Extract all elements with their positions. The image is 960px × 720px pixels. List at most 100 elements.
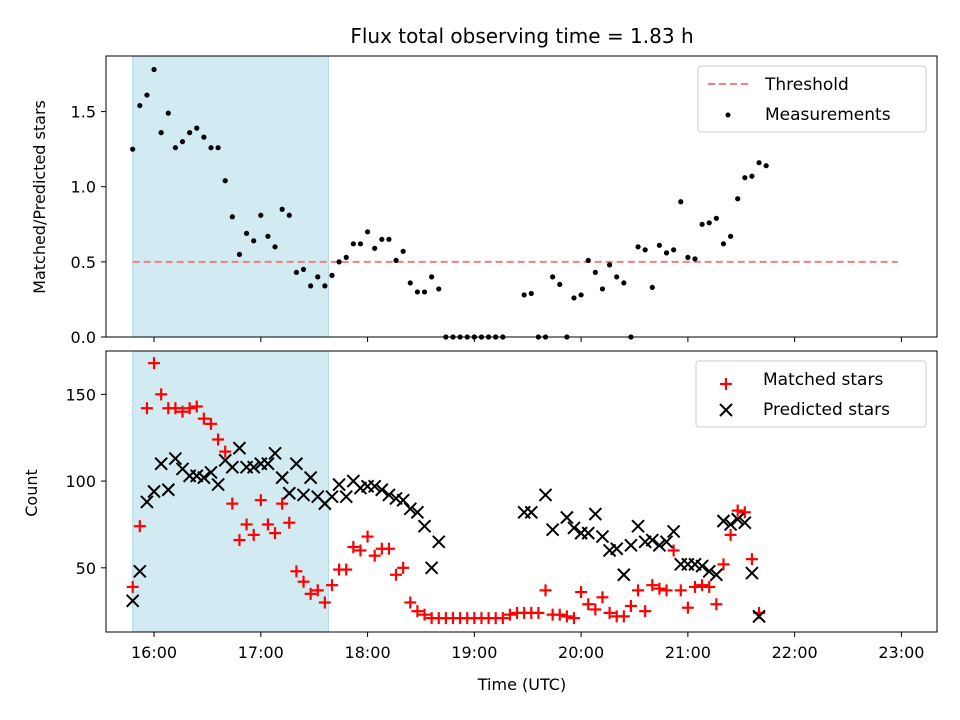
measurement-point (165, 110, 171, 116)
measurement-point (236, 251, 243, 257)
matched-star-point (247, 528, 260, 541)
matched-star-point (667, 544, 680, 557)
measurement-points (130, 66, 769, 340)
measurement-point (322, 283, 328, 289)
matched-star-point (703, 580, 716, 593)
predicted-star-point (261, 457, 275, 471)
matched-star-point (624, 599, 637, 612)
matched-star-point (596, 591, 609, 604)
measurement-point (400, 248, 406, 254)
legend-predicted-label: Predicted stars (763, 400, 890, 420)
matched-star-point (411, 605, 424, 618)
measurement-point (706, 220, 712, 226)
measurement-point (699, 221, 705, 227)
measurement-point (393, 257, 399, 263)
matched-star-point (582, 598, 595, 611)
top-legend: Threshold Measurements (697, 65, 927, 133)
matched-star-point (212, 433, 225, 446)
x-tick-label: 17:00 (238, 643, 284, 662)
predicted-star-point (339, 489, 353, 504)
measurement-point (357, 241, 364, 247)
matched-star-point (290, 565, 303, 578)
predicted-star-point (325, 489, 339, 504)
matched-star-point (710, 598, 723, 611)
measurement-point (194, 125, 200, 131)
measurement-point (386, 236, 392, 242)
predicted-star-point (268, 446, 282, 461)
matched-star-point (276, 497, 289, 510)
predicted-star-point (617, 568, 631, 582)
predicted-star-point (332, 477, 346, 492)
measurement-point (172, 145, 178, 151)
matched-star-point (133, 520, 146, 533)
legend-threshold-label: Threshold (764, 75, 849, 95)
measurement-point (151, 66, 157, 73)
bottom-y-tick-label: 150 (65, 385, 96, 404)
measurement-point (137, 102, 143, 109)
matched-star-point (681, 601, 694, 614)
measurement-point (414, 289, 421, 295)
matched-star-point (325, 579, 338, 592)
predicted-star-point (631, 519, 645, 533)
measurement-point (364, 229, 371, 235)
bottom-axes-frame (105, 350, 938, 633)
matched-star-point (304, 587, 317, 600)
x-tick-label: 21:00 (665, 643, 711, 662)
measurement-point (329, 272, 335, 278)
top-panel: 0.0 0.5 1.0 1.5 Matched/Predicted stars Thr… (30, 55, 938, 347)
matched-star-point (126, 580, 139, 593)
matched-star-point (318, 596, 331, 609)
matched-star-point (261, 518, 274, 531)
bottom-y-ticks: 50 100 150 (65, 385, 106, 578)
predicted-star-point (652, 538, 667, 552)
top-y-ticks: 0.0 0.5 1.0 1.5 (71, 103, 106, 347)
measurement-point (550, 274, 556, 280)
matched-star-point (148, 357, 161, 370)
measurement-point (656, 242, 663, 248)
matched-star-point (731, 504, 744, 517)
predicted-star-point (375, 483, 389, 497)
matched-star-point (226, 497, 239, 510)
measurement-point (286, 212, 292, 218)
legend-measurements-label: Measurements (765, 105, 891, 125)
predicted-star-point (410, 505, 425, 520)
predicted-star-point (424, 561, 439, 575)
predicted-star-point (567, 521, 581, 535)
highlight-span-top (132, 55, 329, 338)
top-x-ticks (153, 337, 902, 342)
predicted-star-point (417, 519, 432, 533)
x-tick-label: 22:00 (772, 643, 818, 662)
x-tick-label: 20:00 (558, 643, 604, 662)
measurement-point (599, 286, 606, 292)
measurement-point (144, 92, 150, 98)
matched-star-point (233, 534, 246, 547)
measurement-point (187, 130, 193, 136)
bottom-y-axis-label: Count (22, 469, 41, 517)
predicted-star-point (403, 502, 417, 516)
matched-star-point (632, 584, 645, 597)
chart-title: Flux total observing time = 1.83 h (350, 24, 693, 48)
matched-star-point (617, 610, 630, 623)
bottom-x-ticks: 16:00 17:00 18:00 19:00 20:00 21:00 22:00 23:00 (131, 632, 924, 662)
measurement-point (635, 244, 641, 250)
measurement-point (663, 250, 670, 256)
measurement-point (429, 274, 435, 280)
matched-star-point (382, 542, 395, 555)
matched-star-point (560, 610, 573, 623)
measurement-point (279, 206, 285, 212)
predicted-star-point (609, 542, 624, 556)
bottom-legend-box (695, 360, 927, 428)
measurement-point (521, 292, 527, 298)
matched-star-point (311, 584, 324, 597)
predicted-star-point (709, 568, 724, 582)
measurement-point (528, 290, 534, 297)
predicted-star-point (125, 594, 140, 608)
matched-star-point (340, 563, 353, 576)
matched-star-point (639, 605, 652, 618)
measurement-point (300, 266, 307, 272)
measurement-point (130, 146, 136, 152)
measurement-point (421, 289, 428, 295)
predicted-star-point (738, 516, 752, 530)
matched-star-point (240, 518, 253, 531)
measurement-point (293, 269, 300, 275)
